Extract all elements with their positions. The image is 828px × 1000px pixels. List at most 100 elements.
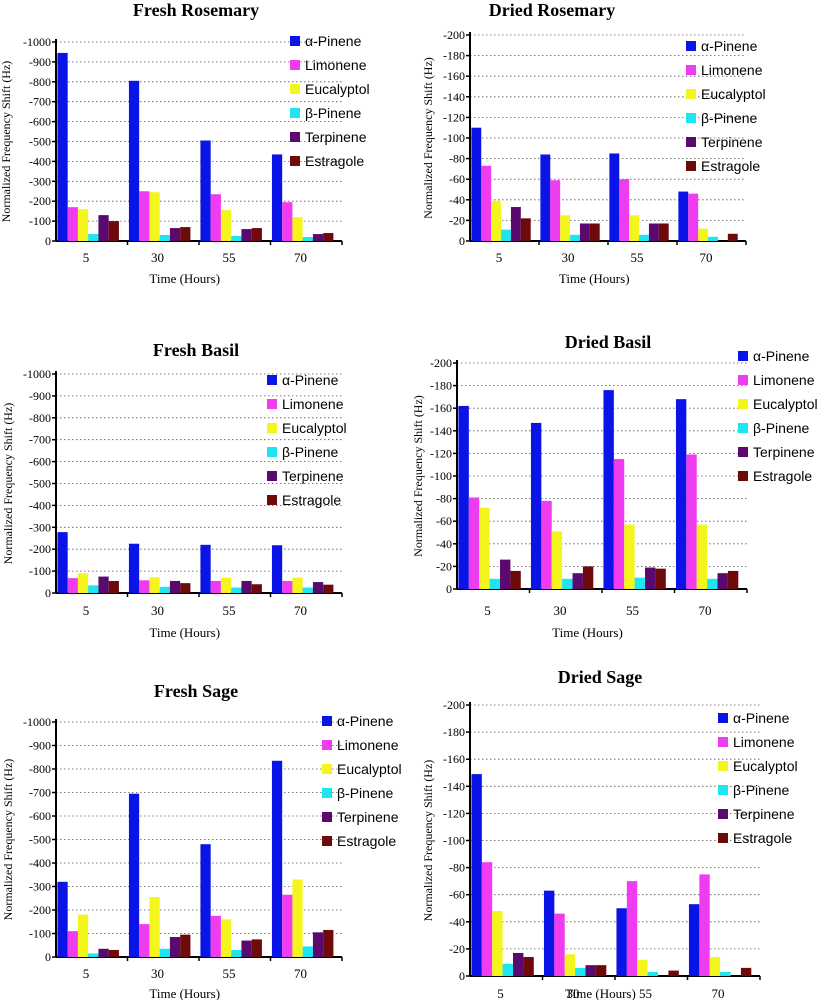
x-axis-label: Time (Hours): [565, 986, 636, 1000]
legend-label: Estragole: [753, 468, 812, 484]
y-tick-label: -60: [449, 888, 465, 902]
bar-Eucalyptol-5: [492, 910, 503, 976]
legend-label: Eucalyptol: [305, 81, 370, 97]
y-tick-label: -200: [29, 542, 51, 556]
legend-label: β-Pinene: [337, 785, 394, 801]
y-tick-label: -60: [449, 172, 465, 186]
bar-Eucalyptol-5: [77, 573, 89, 593]
bar-Terpinene-55: [645, 567, 656, 589]
legend-swatch-Estragole: [290, 156, 300, 166]
legend-label: Eucalyptol: [753, 396, 818, 412]
y-tick-label: -80: [449, 152, 465, 166]
bar-Limonene-55: [210, 194, 221, 241]
bar-α-Pinene-5: [471, 774, 482, 976]
legend-label: Estragole: [282, 492, 341, 508]
bar-Limonene-70: [686, 454, 697, 589]
bar-Terpinene-55: [241, 229, 252, 241]
legend-swatch-Terpinene: [290, 132, 300, 142]
x-tick-label: 55: [223, 250, 236, 265]
chart-title: Dried Sage: [558, 667, 643, 687]
bar-β-Pinene-70: [302, 946, 313, 957]
bar-Limonene-55: [619, 179, 630, 241]
bar-Estragole-70: [727, 570, 739, 589]
x-tick-label: 30: [151, 603, 164, 618]
y-tick-label: -60: [436, 514, 452, 528]
bar-β-Pinene-70: [302, 237, 313, 241]
legend-swatch-Estragole: [686, 161, 696, 171]
bar-Estragole-5: [108, 949, 119, 957]
legend-label: Limonene: [282, 396, 344, 412]
legend-label: Terpinene: [282, 468, 344, 484]
legend-swatch-Estragole: [718, 833, 728, 843]
x-tick-label: 55: [223, 603, 236, 618]
bar-Limonene-55: [626, 881, 638, 976]
y-tick-label: -400: [29, 498, 51, 512]
bar-Limonene-5: [468, 497, 480, 589]
chart-3: 0 -20 -40 -60 -80 -100 -120 -140 -160 -180 -200 5 30…: [411, 332, 818, 640]
legend-label: Eucalyptol: [337, 761, 402, 777]
bar-α-Pinene-70: [678, 191, 689, 241]
legend-label: α-Pinene: [282, 372, 339, 388]
y-axis-label: Normalized Frequency Shift (Hz): [411, 395, 425, 557]
bar-Eucalyptol-55: [220, 210, 232, 241]
bar-β-Pinene-55: [231, 236, 242, 241]
legend-label: Limonene: [753, 372, 815, 388]
y-tick-label: -80: [449, 861, 465, 875]
chart-title: Fresh Basil: [153, 340, 239, 360]
legend-label: Estragole: [305, 153, 364, 169]
bar-Estragole-70: [740, 967, 752, 976]
bar-Eucalyptol-55: [220, 577, 232, 593]
bar-β-Pinene-30: [159, 586, 170, 593]
bar-Limonene-30: [139, 580, 150, 593]
bar-Estragole-55: [658, 223, 669, 241]
bar-Estragole-30: [589, 223, 600, 241]
legend-label: Terpinene: [753, 444, 815, 460]
y-tick-label: 0: [45, 950, 51, 964]
y-tick-label: -20: [449, 942, 465, 956]
legend-label: β-Pinene: [733, 782, 790, 798]
legend-label: Terpinene: [305, 129, 367, 145]
y-tick-label: -100: [29, 564, 51, 578]
legend-label: Limonene: [305, 57, 367, 73]
bar-Estragole-55: [655, 568, 666, 589]
bar-Terpinene-55: [241, 580, 252, 593]
bar-β-Pinene-5: [489, 578, 501, 589]
bar-Limonene-70: [282, 202, 293, 241]
x-tick-label: 70: [294, 603, 307, 618]
bar-Terpinene-30: [169, 580, 181, 593]
bar-β-Pinene-55: [231, 949, 242, 957]
legend-swatch-Terpinene: [718, 809, 728, 819]
legend-swatch-Eucalyptol: [290, 84, 300, 94]
bar-Terpinene-70: [312, 582, 324, 593]
legend-swatch-Terpinene: [686, 137, 696, 147]
legend-swatch-Eucalyptol: [322, 764, 332, 774]
bar-Eucalyptol-30: [551, 531, 563, 589]
bar-α-Pinene-55: [603, 390, 614, 589]
legend-label: Estragole: [733, 830, 792, 846]
bar-β-Pinene-5: [502, 963, 514, 976]
bar-Eucalyptol-30: [149, 897, 160, 957]
bar-Limonene-5: [67, 931, 78, 957]
legend-swatch-Eucalyptol: [267, 423, 277, 433]
bar-β-Pinene-70: [708, 236, 718, 241]
bar-Eucalyptol-55: [637, 959, 648, 976]
legend-swatch-Eucalyptol: [738, 399, 748, 409]
legend-label: Limonene: [733, 734, 795, 750]
y-tick-label: -200: [443, 698, 465, 712]
x-tick-label: 30: [561, 250, 574, 265]
y-tick-label: -140: [430, 424, 452, 438]
bar-Estragole-30: [582, 566, 594, 589]
x-tick-label: 30: [151, 250, 164, 265]
bar-β-Pinene-70: [720, 971, 731, 976]
bar-Limonene-70: [282, 894, 293, 957]
bar-β-Pinene-5: [88, 953, 99, 957]
legend-swatch-Limonene: [686, 65, 696, 75]
bar-Estragole-70: [323, 233, 334, 241]
x-axis-label: Time (Hours): [149, 625, 220, 640]
legend-swatch-Limonene: [738, 375, 748, 385]
x-tick-label: 55: [626, 603, 639, 618]
bar-α-Pinene-5: [57, 881, 68, 957]
bar-Terpinene-5: [500, 559, 511, 589]
legend-swatch-α-Pinene: [718, 713, 728, 723]
x-tick-label: 5: [83, 603, 90, 618]
